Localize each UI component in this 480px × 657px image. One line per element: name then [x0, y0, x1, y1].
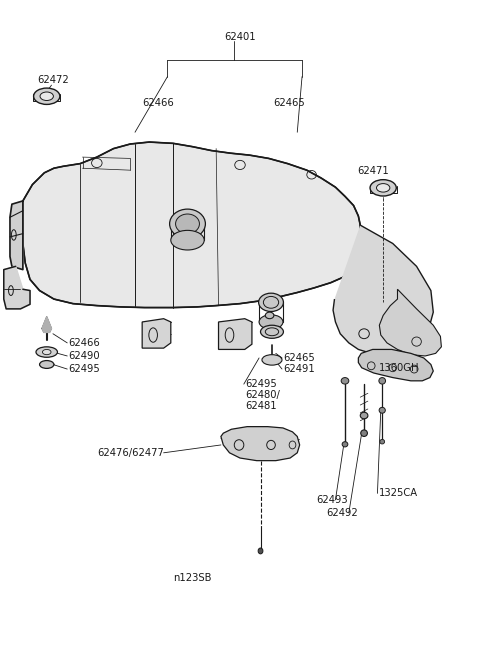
Text: 62493: 62493 — [316, 495, 348, 505]
Ellipse shape — [380, 440, 384, 444]
Polygon shape — [10, 201, 23, 269]
Text: 62466: 62466 — [68, 338, 100, 348]
Polygon shape — [4, 266, 30, 309]
Text: 62491: 62491 — [283, 364, 315, 374]
Text: 62465: 62465 — [283, 353, 315, 363]
Text: 1325CA: 1325CA — [378, 488, 418, 499]
Text: 62495: 62495 — [68, 364, 100, 374]
Ellipse shape — [361, 430, 367, 436]
Ellipse shape — [169, 209, 205, 238]
Ellipse shape — [171, 231, 204, 250]
Ellipse shape — [261, 325, 283, 338]
Ellipse shape — [379, 378, 385, 384]
Polygon shape — [333, 225, 433, 353]
Ellipse shape — [259, 315, 283, 329]
Polygon shape — [379, 289, 442, 356]
Ellipse shape — [258, 548, 263, 554]
Text: 62472: 62472 — [37, 75, 69, 85]
Ellipse shape — [259, 293, 283, 311]
Ellipse shape — [376, 183, 390, 192]
Polygon shape — [142, 319, 171, 348]
Text: 62492: 62492 — [326, 508, 358, 518]
Text: 62476/62477: 62476/62477 — [97, 448, 164, 458]
Text: 62490: 62490 — [68, 351, 100, 361]
Ellipse shape — [379, 407, 385, 413]
Ellipse shape — [360, 412, 368, 419]
Polygon shape — [23, 142, 360, 307]
Polygon shape — [359, 350, 433, 381]
Ellipse shape — [370, 179, 396, 196]
Ellipse shape — [34, 88, 60, 104]
Ellipse shape — [39, 361, 54, 369]
Text: 62480/: 62480/ — [245, 390, 280, 400]
Ellipse shape — [265, 312, 274, 319]
Text: 62401: 62401 — [224, 32, 256, 42]
Text: 62466: 62466 — [142, 98, 174, 108]
Text: n123SB: n123SB — [173, 574, 212, 583]
Text: 1360GH: 1360GH — [378, 363, 419, 373]
Text: 62481: 62481 — [245, 401, 276, 411]
Ellipse shape — [262, 355, 282, 365]
Ellipse shape — [341, 378, 349, 384]
Ellipse shape — [176, 214, 199, 234]
Text: 62465: 62465 — [274, 98, 305, 108]
Ellipse shape — [40, 92, 53, 101]
Ellipse shape — [36, 347, 58, 357]
Text: 62471: 62471 — [357, 166, 389, 177]
Ellipse shape — [42, 350, 51, 355]
Text: 62495: 62495 — [245, 379, 276, 389]
Polygon shape — [42, 317, 51, 332]
Polygon shape — [218, 319, 252, 350]
Polygon shape — [221, 426, 300, 461]
Ellipse shape — [342, 442, 348, 447]
